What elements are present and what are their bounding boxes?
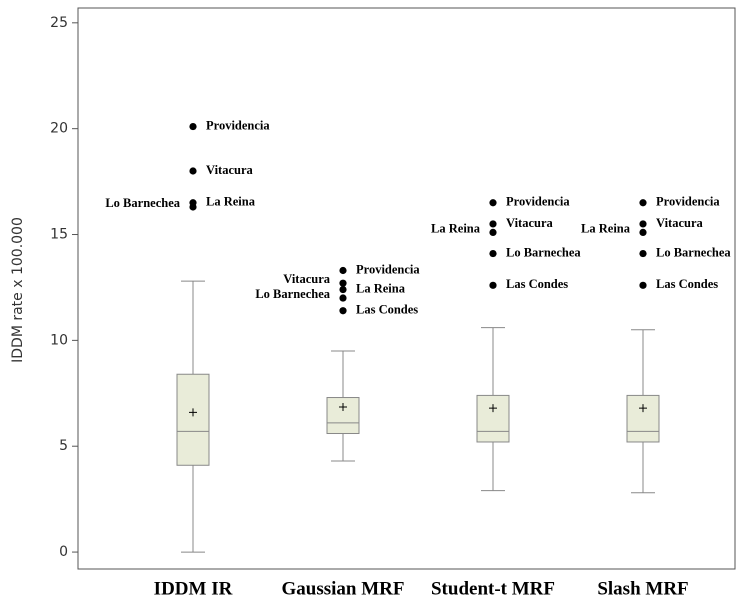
outlier-point — [489, 281, 497, 289]
outlier-point — [189, 167, 197, 175]
x-tick-label: Slash MRF — [597, 578, 688, 599]
outlier-label: Las Condes — [356, 303, 418, 317]
outlier-label: La Reina — [431, 221, 481, 235]
plot-frame — [77, 7, 736, 570]
outlier-label: Vitacura — [506, 216, 553, 230]
outlier-label: Providencia — [356, 262, 420, 276]
outlier-label: Vitacura — [656, 216, 703, 230]
outlier-point — [489, 228, 497, 236]
outlier-point — [339, 285, 347, 294]
outlier-label: La Reina — [206, 195, 256, 209]
outlier-label: Lo Barnechea — [506, 245, 581, 259]
mean-marker — [489, 404, 497, 413]
outlier-label: Las Condes — [656, 277, 718, 291]
outlier-label: Providencia — [656, 195, 720, 209]
outlier-label: Las Condes — [506, 277, 568, 291]
mean-marker — [639, 404, 647, 413]
x-tick-label: Student-t MRF — [431, 578, 555, 599]
box — [476, 394, 510, 443]
outlier-point — [639, 249, 647, 258]
outlier-point — [339, 279, 347, 287]
outlier-label: Vitacura — [283, 272, 330, 286]
outlier-point — [639, 220, 647, 228]
outlier-label: Lo Barnechea — [656, 245, 731, 259]
outlier-point — [639, 228, 647, 236]
outlier-label: Lo Barnechea — [255, 287, 330, 301]
outlier-point — [339, 307, 347, 315]
outlier-label: Providencia — [206, 118, 270, 132]
outlier-label: Vitacura — [206, 163, 253, 177]
mean-marker — [189, 408, 197, 417]
outlier-point — [489, 199, 497, 207]
outlier-label: Lo Barnechea — [105, 196, 180, 210]
outlier-point — [189, 122, 197, 131]
outlier-point — [339, 294, 347, 302]
y-tick-label: 25 — [50, 15, 68, 31]
outlier-point — [639, 199, 647, 207]
outlier-point — [489, 220, 497, 228]
box — [176, 373, 210, 466]
outlier-label: La Reina — [581, 221, 631, 235]
y-tick-label: 15 — [50, 227, 68, 243]
y-axis-label: IDDM rate x 100.000 — [10, 217, 26, 363]
outlier-point — [639, 281, 647, 289]
y-tick-label: 10 — [50, 332, 68, 348]
outlier-point — [339, 266, 347, 275]
outlier-label: Providencia — [506, 195, 570, 209]
outlier-point — [489, 249, 497, 258]
outlier-point — [189, 203, 197, 211]
outlier-label: La Reina — [356, 281, 406, 295]
y-tick-label: 0 — [59, 544, 68, 560]
y-tick-label: 20 — [50, 121, 68, 137]
mean-marker — [339, 403, 347, 412]
y-tick-label: 5 — [59, 438, 68, 454]
box — [326, 397, 360, 435]
box — [626, 394, 660, 443]
x-tick-label: IDDM IR — [154, 578, 233, 599]
x-tick-label: Gaussian MRF — [282, 578, 405, 599]
